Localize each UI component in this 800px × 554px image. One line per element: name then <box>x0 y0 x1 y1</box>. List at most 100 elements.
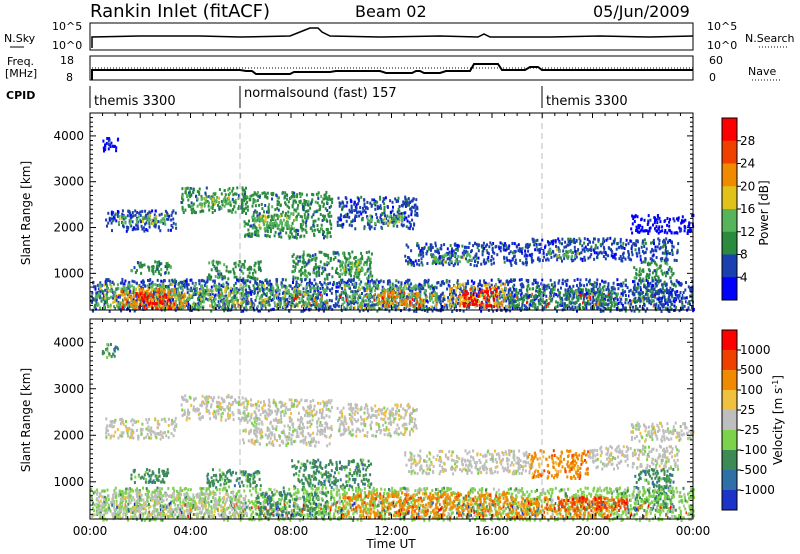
scatter-cell <box>632 280 634 284</box>
scatter-cell <box>641 269 644 273</box>
scatter-cell <box>387 280 390 284</box>
scatter-cell <box>350 280 352 284</box>
scatter-cell <box>391 209 394 213</box>
scatter-cell <box>227 209 230 213</box>
scatter-cell <box>669 300 672 303</box>
scatter-cell <box>670 307 673 311</box>
scatter-cell <box>669 229 672 233</box>
scatter-cell <box>142 217 145 221</box>
scatter-cell <box>241 186 244 190</box>
scatter-cell <box>213 279 216 283</box>
scatter-cell <box>317 289 320 293</box>
scatter-cell <box>234 281 237 285</box>
scatter-cell <box>269 227 272 231</box>
scatter-cell <box>474 260 476 263</box>
scatter-cell <box>243 207 246 211</box>
scatter-cell <box>125 225 128 229</box>
scatter-cell <box>616 241 619 245</box>
scatter-cell <box>485 261 488 265</box>
scatter-cell <box>609 236 612 240</box>
scatter-cell <box>350 269 353 273</box>
scatter-cell <box>590 245 593 249</box>
scatter-cell <box>293 304 296 308</box>
scatter-cell <box>195 211 197 215</box>
scatter-cell <box>190 208 193 212</box>
scatter-cell <box>504 242 507 246</box>
scatter-cell <box>445 251 448 255</box>
scatter-cell <box>656 268 658 272</box>
scatter-cell <box>203 291 206 295</box>
scatter-cell <box>106 302 109 306</box>
scatter-cell <box>179 280 182 284</box>
scatter-cell <box>453 252 456 256</box>
scatter-cell <box>411 205 414 209</box>
scatter-cell <box>286 214 289 218</box>
scatter-cell <box>199 305 202 309</box>
scatter-cell <box>366 215 369 219</box>
scatter-cell <box>688 230 691 233</box>
scatter-cell <box>373 198 376 202</box>
scatter-cell <box>585 291 588 295</box>
scatter-cell <box>309 272 311 276</box>
scatter-cell <box>610 254 613 258</box>
scatter-cell <box>649 218 652 222</box>
scatter-cell <box>114 212 117 216</box>
scatter-cell <box>575 239 578 243</box>
scatter-cell <box>94 307 97 311</box>
scatter-cell <box>150 303 153 307</box>
scatter-cell <box>183 285 186 289</box>
scatter-cell <box>225 265 228 269</box>
scatter-cell <box>119 307 122 311</box>
scatter-cell <box>366 276 369 280</box>
scatter-cell <box>284 221 287 225</box>
scatter-cell <box>224 288 227 291</box>
scatter-cell <box>382 280 385 284</box>
scatter-cell <box>357 210 360 214</box>
scatter-cell <box>642 241 645 245</box>
scatter-cell <box>555 244 557 248</box>
scatter-cell <box>203 288 206 292</box>
scatter-cell <box>289 284 292 288</box>
scatter-cell <box>317 196 320 200</box>
scatter-cell <box>341 200 344 204</box>
scatter-cell <box>558 292 561 296</box>
scatter-cell <box>222 304 225 308</box>
scatter-cell <box>94 285 97 289</box>
scatter-cell <box>217 276 219 280</box>
scatter-cell <box>227 282 230 286</box>
scatter-cell <box>447 252 450 255</box>
scatter-cell <box>657 281 659 285</box>
scatter-cell <box>330 214 333 218</box>
scatter-cell <box>651 284 654 287</box>
scatter-cell <box>587 242 589 246</box>
scatter-cell <box>655 218 658 222</box>
scatter-cell <box>316 209 319 213</box>
scatter-cell <box>572 284 575 288</box>
scatter-cell <box>648 299 651 303</box>
scatter-cell <box>375 296 378 300</box>
scatter-cell <box>187 203 190 207</box>
scatter-cell <box>189 190 192 194</box>
scatter-cell <box>382 197 385 201</box>
scatter-cell <box>638 273 641 277</box>
scatter-cell <box>196 204 199 208</box>
scatter-cell <box>397 196 400 200</box>
scatter-cell <box>472 282 475 286</box>
scatter-cell <box>252 272 254 275</box>
scatter-cell <box>170 228 172 232</box>
scatter-cell <box>369 214 372 218</box>
scatter-cell <box>176 297 179 301</box>
scatter-cell <box>643 285 646 289</box>
scatter-cell <box>452 296 455 300</box>
scatter-cell <box>490 243 493 247</box>
scatter-cell <box>662 240 664 244</box>
scatter-cell <box>118 214 121 218</box>
scatter-cell <box>109 282 112 286</box>
scatter-cell <box>432 253 435 257</box>
scatter-cell <box>567 237 570 241</box>
scatter-cell <box>388 219 391 223</box>
scatter-cell <box>227 193 230 197</box>
scatter-cell <box>136 302 139 306</box>
scatter-cell <box>209 293 212 296</box>
scatter-cell <box>659 296 662 300</box>
